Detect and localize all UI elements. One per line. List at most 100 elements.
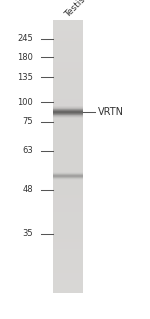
Bar: [53, 176, 83, 177]
Bar: [53, 208, 83, 212]
Bar: [53, 64, 83, 69]
Bar: [53, 20, 83, 24]
Bar: [53, 178, 83, 179]
Bar: [53, 269, 83, 273]
Bar: [53, 286, 83, 290]
Bar: [53, 116, 83, 117]
Bar: [53, 92, 83, 96]
Bar: [53, 54, 83, 58]
Bar: [53, 117, 83, 118]
Bar: [53, 177, 83, 178]
Bar: [53, 116, 83, 117]
Bar: [53, 117, 83, 118]
Bar: [53, 113, 83, 114]
Bar: [53, 178, 83, 179]
Bar: [53, 177, 83, 178]
Bar: [53, 179, 83, 180]
Bar: [53, 174, 83, 175]
Bar: [53, 184, 83, 188]
Bar: [53, 126, 83, 130]
Bar: [53, 228, 83, 232]
Bar: [53, 179, 83, 180]
Bar: [53, 178, 83, 179]
Bar: [53, 85, 83, 89]
Bar: [53, 112, 83, 113]
Bar: [53, 102, 83, 106]
Text: 75: 75: [22, 117, 33, 126]
Bar: [53, 115, 83, 116]
Bar: [53, 95, 83, 99]
Bar: [53, 265, 83, 270]
Bar: [53, 194, 83, 198]
Bar: [53, 115, 83, 120]
Bar: [53, 107, 83, 108]
Bar: [53, 41, 83, 45]
Bar: [53, 48, 83, 51]
Bar: [53, 221, 83, 225]
Bar: [53, 114, 83, 115]
Bar: [53, 109, 83, 110]
Bar: [53, 175, 83, 176]
Bar: [53, 167, 83, 171]
Bar: [53, 99, 83, 103]
Bar: [53, 259, 83, 263]
Bar: [53, 81, 83, 85]
Bar: [53, 283, 83, 287]
Bar: [53, 24, 83, 27]
Bar: [53, 179, 83, 180]
Bar: [53, 105, 83, 109]
Bar: [53, 153, 83, 157]
Text: Testis: Testis: [63, 0, 87, 19]
Bar: [53, 112, 83, 113]
Bar: [53, 174, 83, 178]
Bar: [53, 172, 83, 173]
Bar: [53, 122, 83, 126]
Bar: [53, 27, 83, 31]
Bar: [53, 197, 83, 201]
Bar: [53, 170, 83, 174]
Bar: [53, 163, 83, 167]
Bar: [53, 173, 83, 174]
Bar: [53, 214, 83, 219]
Bar: [53, 61, 83, 65]
Bar: [53, 51, 83, 55]
Bar: [53, 113, 83, 114]
Bar: [53, 252, 83, 256]
Bar: [53, 71, 83, 75]
Bar: [53, 175, 83, 176]
Text: 135: 135: [17, 73, 33, 82]
Bar: [53, 176, 83, 177]
Text: 245: 245: [17, 34, 33, 43]
Text: VRTN: VRTN: [98, 107, 123, 117]
Bar: [53, 173, 83, 174]
Bar: [53, 176, 83, 177]
Bar: [53, 156, 83, 160]
Bar: [53, 108, 83, 109]
Bar: [53, 172, 83, 173]
Bar: [53, 75, 83, 79]
Bar: [53, 34, 83, 38]
Bar: [53, 201, 83, 205]
Bar: [53, 180, 83, 184]
Bar: [53, 37, 83, 41]
Bar: [53, 112, 83, 116]
Bar: [53, 276, 83, 280]
Bar: [53, 232, 83, 235]
Bar: [53, 160, 83, 164]
Bar: [53, 289, 83, 293]
Bar: [53, 272, 83, 277]
Bar: [53, 235, 83, 239]
Bar: [53, 218, 83, 222]
Bar: [53, 133, 83, 137]
Bar: [53, 44, 83, 48]
Bar: [53, 279, 83, 283]
Bar: [53, 110, 83, 111]
Bar: [53, 106, 83, 107]
Bar: [53, 88, 83, 92]
Bar: [53, 255, 83, 259]
Bar: [53, 109, 83, 110]
Bar: [53, 116, 83, 117]
Bar: [53, 136, 83, 140]
Bar: [53, 146, 83, 150]
Bar: [53, 143, 83, 147]
